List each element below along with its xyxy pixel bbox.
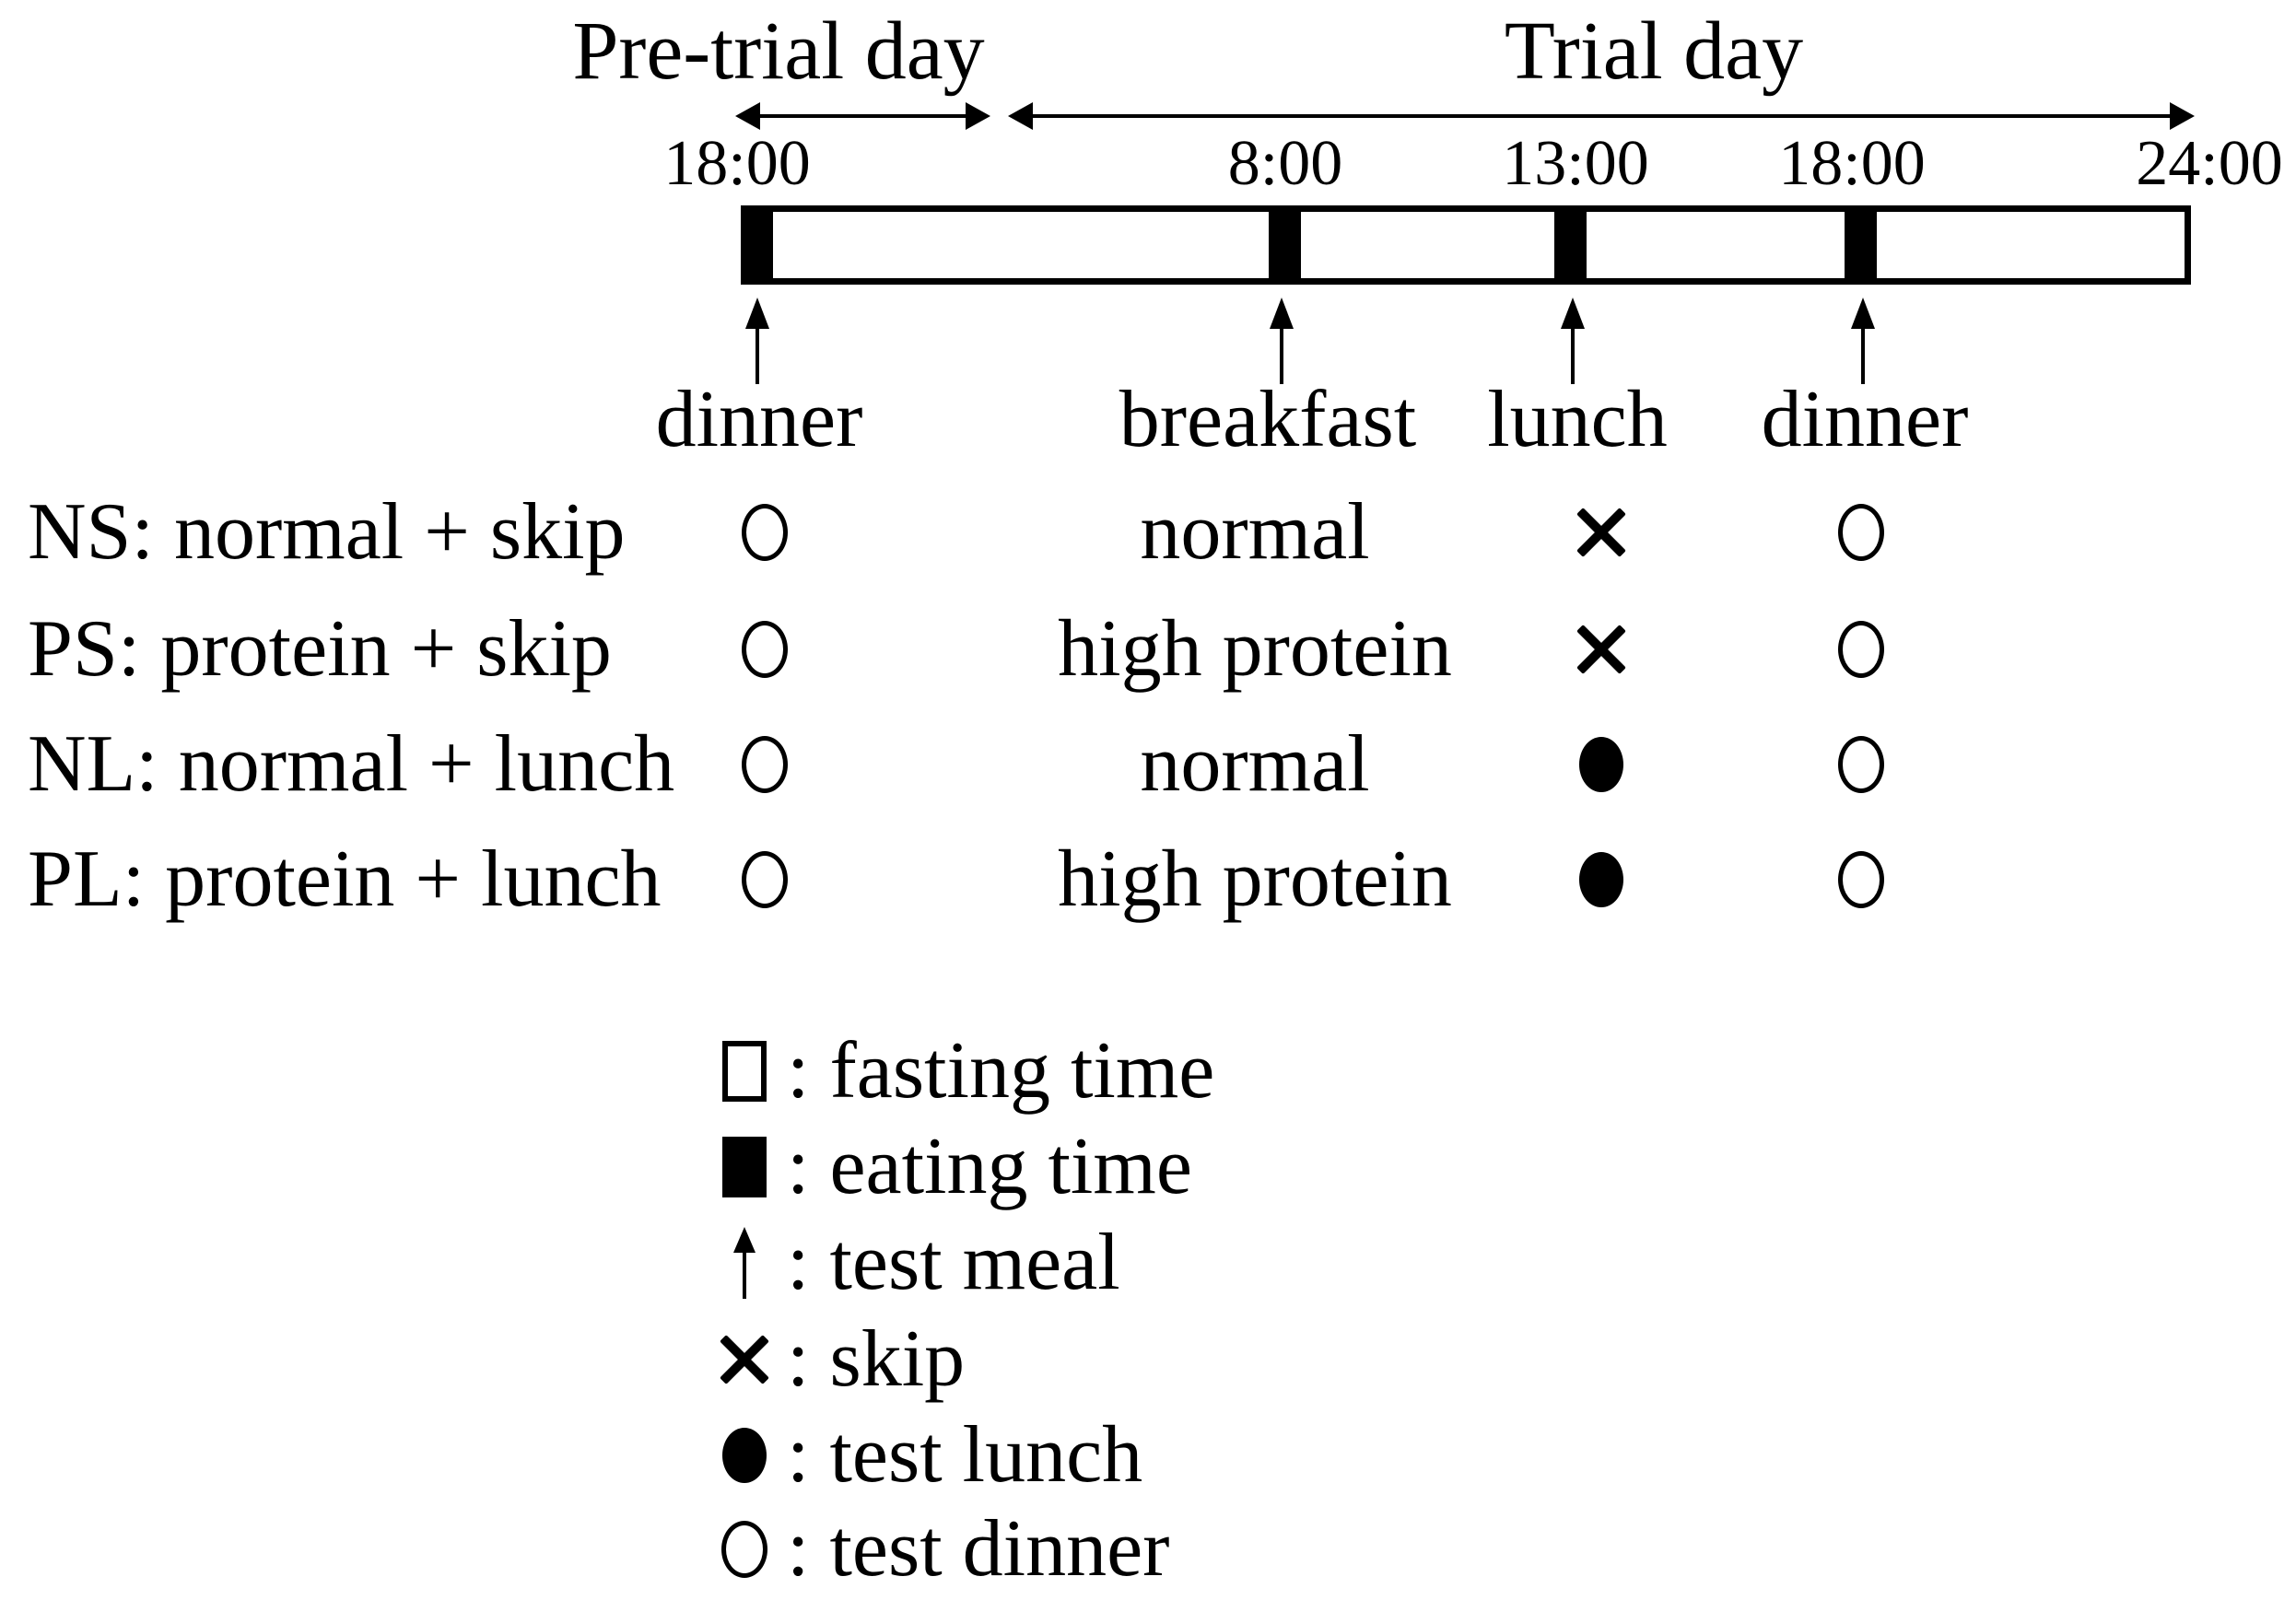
pretrial-dinner-cell xyxy=(737,707,792,822)
breakfast-cell: normal xyxy=(1140,487,1370,577)
condition-row-ns: NS: normal + skip normal xyxy=(0,475,2296,590)
condition-label: PL: protein + lunch xyxy=(28,835,662,924)
open-circle-icon xyxy=(721,1521,767,1578)
timeline-bar xyxy=(741,205,2191,285)
fasting-time-swatch-icon xyxy=(702,1041,787,1102)
trial-day-label: Trial day xyxy=(1504,6,1804,97)
test-dinner-circle-icon xyxy=(742,621,788,678)
cross-icon xyxy=(722,1337,767,1382)
time-label-pretrial-1800: 18:00 xyxy=(663,128,811,199)
legend-item-test-dinner: : test dinner xyxy=(702,1501,1169,1597)
arrow-line xyxy=(754,114,972,118)
meal-label-breakfast: breakfast xyxy=(1119,375,1417,464)
test-meal-arrow-icon xyxy=(744,298,771,384)
breakfast-cell: normal xyxy=(1140,719,1370,809)
filled-rect-icon xyxy=(722,1137,767,1197)
meal-label-pretrial-dinner: dinner xyxy=(655,375,863,464)
pretrial-day-arrow-icon xyxy=(735,101,990,131)
skip-cross-icon xyxy=(1579,510,1623,555)
condition-row-ps: PS: protein + skip high protein xyxy=(0,592,2296,707)
breakfast-cell: high protein xyxy=(1058,604,1452,694)
lunch-cell xyxy=(1574,823,1629,937)
legend-item-skip: : skip xyxy=(702,1312,965,1407)
legend-label: : fasting time xyxy=(787,1026,1215,1115)
pretrial-dinner-cell xyxy=(737,475,792,590)
dinner-cell xyxy=(1833,475,1889,590)
legend-label: : test dinner xyxy=(787,1504,1170,1594)
test-dinner-circle-icon xyxy=(742,851,788,908)
test-meal-arrow-icon xyxy=(1268,298,1295,384)
condition-label: PS: protein + skip xyxy=(28,604,612,694)
legend-item-test-lunch: : test lunch xyxy=(702,1407,1142,1503)
pretrial-dinner-cell xyxy=(737,592,792,707)
test-lunch-circle-icon xyxy=(702,1428,787,1483)
time-label-1300: 13:00 xyxy=(1502,128,1649,199)
legend-label: : eating time xyxy=(787,1122,1192,1211)
condition-row-nl: NL: normal + lunch normal xyxy=(0,707,2296,822)
test-lunch-circle-icon xyxy=(1579,852,1623,907)
up-arrow-icon xyxy=(731,1227,758,1299)
legend-label: : test meal xyxy=(787,1218,1120,1307)
legend-item-eating-time: : eating time xyxy=(702,1119,1192,1215)
eating-segment-lunch xyxy=(1554,205,1587,285)
test-meal-arrow-icon xyxy=(1559,298,1587,384)
open-rect-icon xyxy=(722,1041,767,1102)
eating-segment-dinner xyxy=(1845,205,1877,285)
legend-item-fasting-time: : fasting time xyxy=(702,1023,1214,1119)
arrow-line xyxy=(1026,114,2176,118)
trial-day-arrow-icon xyxy=(1008,101,2195,131)
test-dinner-circle-icon xyxy=(742,504,788,561)
condition-row-pl: PL: protein + lunch high protein xyxy=(0,823,2296,937)
legend-label: : test lunch xyxy=(787,1410,1143,1500)
dinner-cell xyxy=(1833,707,1889,822)
dinner-cell xyxy=(1833,592,1889,707)
time-label-2400: 24:00 xyxy=(2136,128,2283,199)
time-label-0800: 8:00 xyxy=(1227,128,1343,199)
eating-segment-pretrial-dinner xyxy=(741,205,773,285)
eating-time-swatch-icon xyxy=(702,1137,787,1197)
pretrial-dinner-cell xyxy=(737,823,792,937)
pretrial-day-label: Pre-trial day xyxy=(572,6,985,97)
test-dinner-circle-icon xyxy=(702,1521,787,1578)
test-lunch-circle-icon xyxy=(1579,737,1623,792)
lunch-cell xyxy=(1574,475,1629,590)
test-dinner-circle-icon xyxy=(1838,621,1884,678)
eating-segment-breakfast xyxy=(1269,205,1301,285)
meal-label-dinner: dinner xyxy=(1761,375,1969,464)
test-dinner-circle-icon xyxy=(1838,736,1884,793)
condition-label: NS: normal + skip xyxy=(28,487,626,577)
test-dinner-circle-icon xyxy=(742,736,788,793)
condition-label: NL: normal + lunch xyxy=(28,719,675,809)
test-dinner-circle-icon xyxy=(1838,504,1884,561)
legend-item-test-meal: : test meal xyxy=(702,1215,1120,1311)
breakfast-cell: high protein xyxy=(1058,835,1452,924)
legend-label: : skip xyxy=(787,1314,966,1404)
test-meal-arrow-icon xyxy=(702,1227,787,1299)
filled-circle-icon xyxy=(722,1428,767,1483)
test-meal-arrow-icon xyxy=(1849,298,1877,384)
time-label-1800: 18:00 xyxy=(1778,128,1926,199)
lunch-cell xyxy=(1574,592,1629,707)
lunch-cell xyxy=(1574,707,1629,822)
skip-cross-icon xyxy=(1579,627,1623,672)
test-dinner-circle-icon xyxy=(1838,851,1884,908)
skip-cross-icon xyxy=(702,1337,787,1382)
meal-label-lunch: lunch xyxy=(1487,375,1668,464)
dinner-cell xyxy=(1833,823,1889,937)
